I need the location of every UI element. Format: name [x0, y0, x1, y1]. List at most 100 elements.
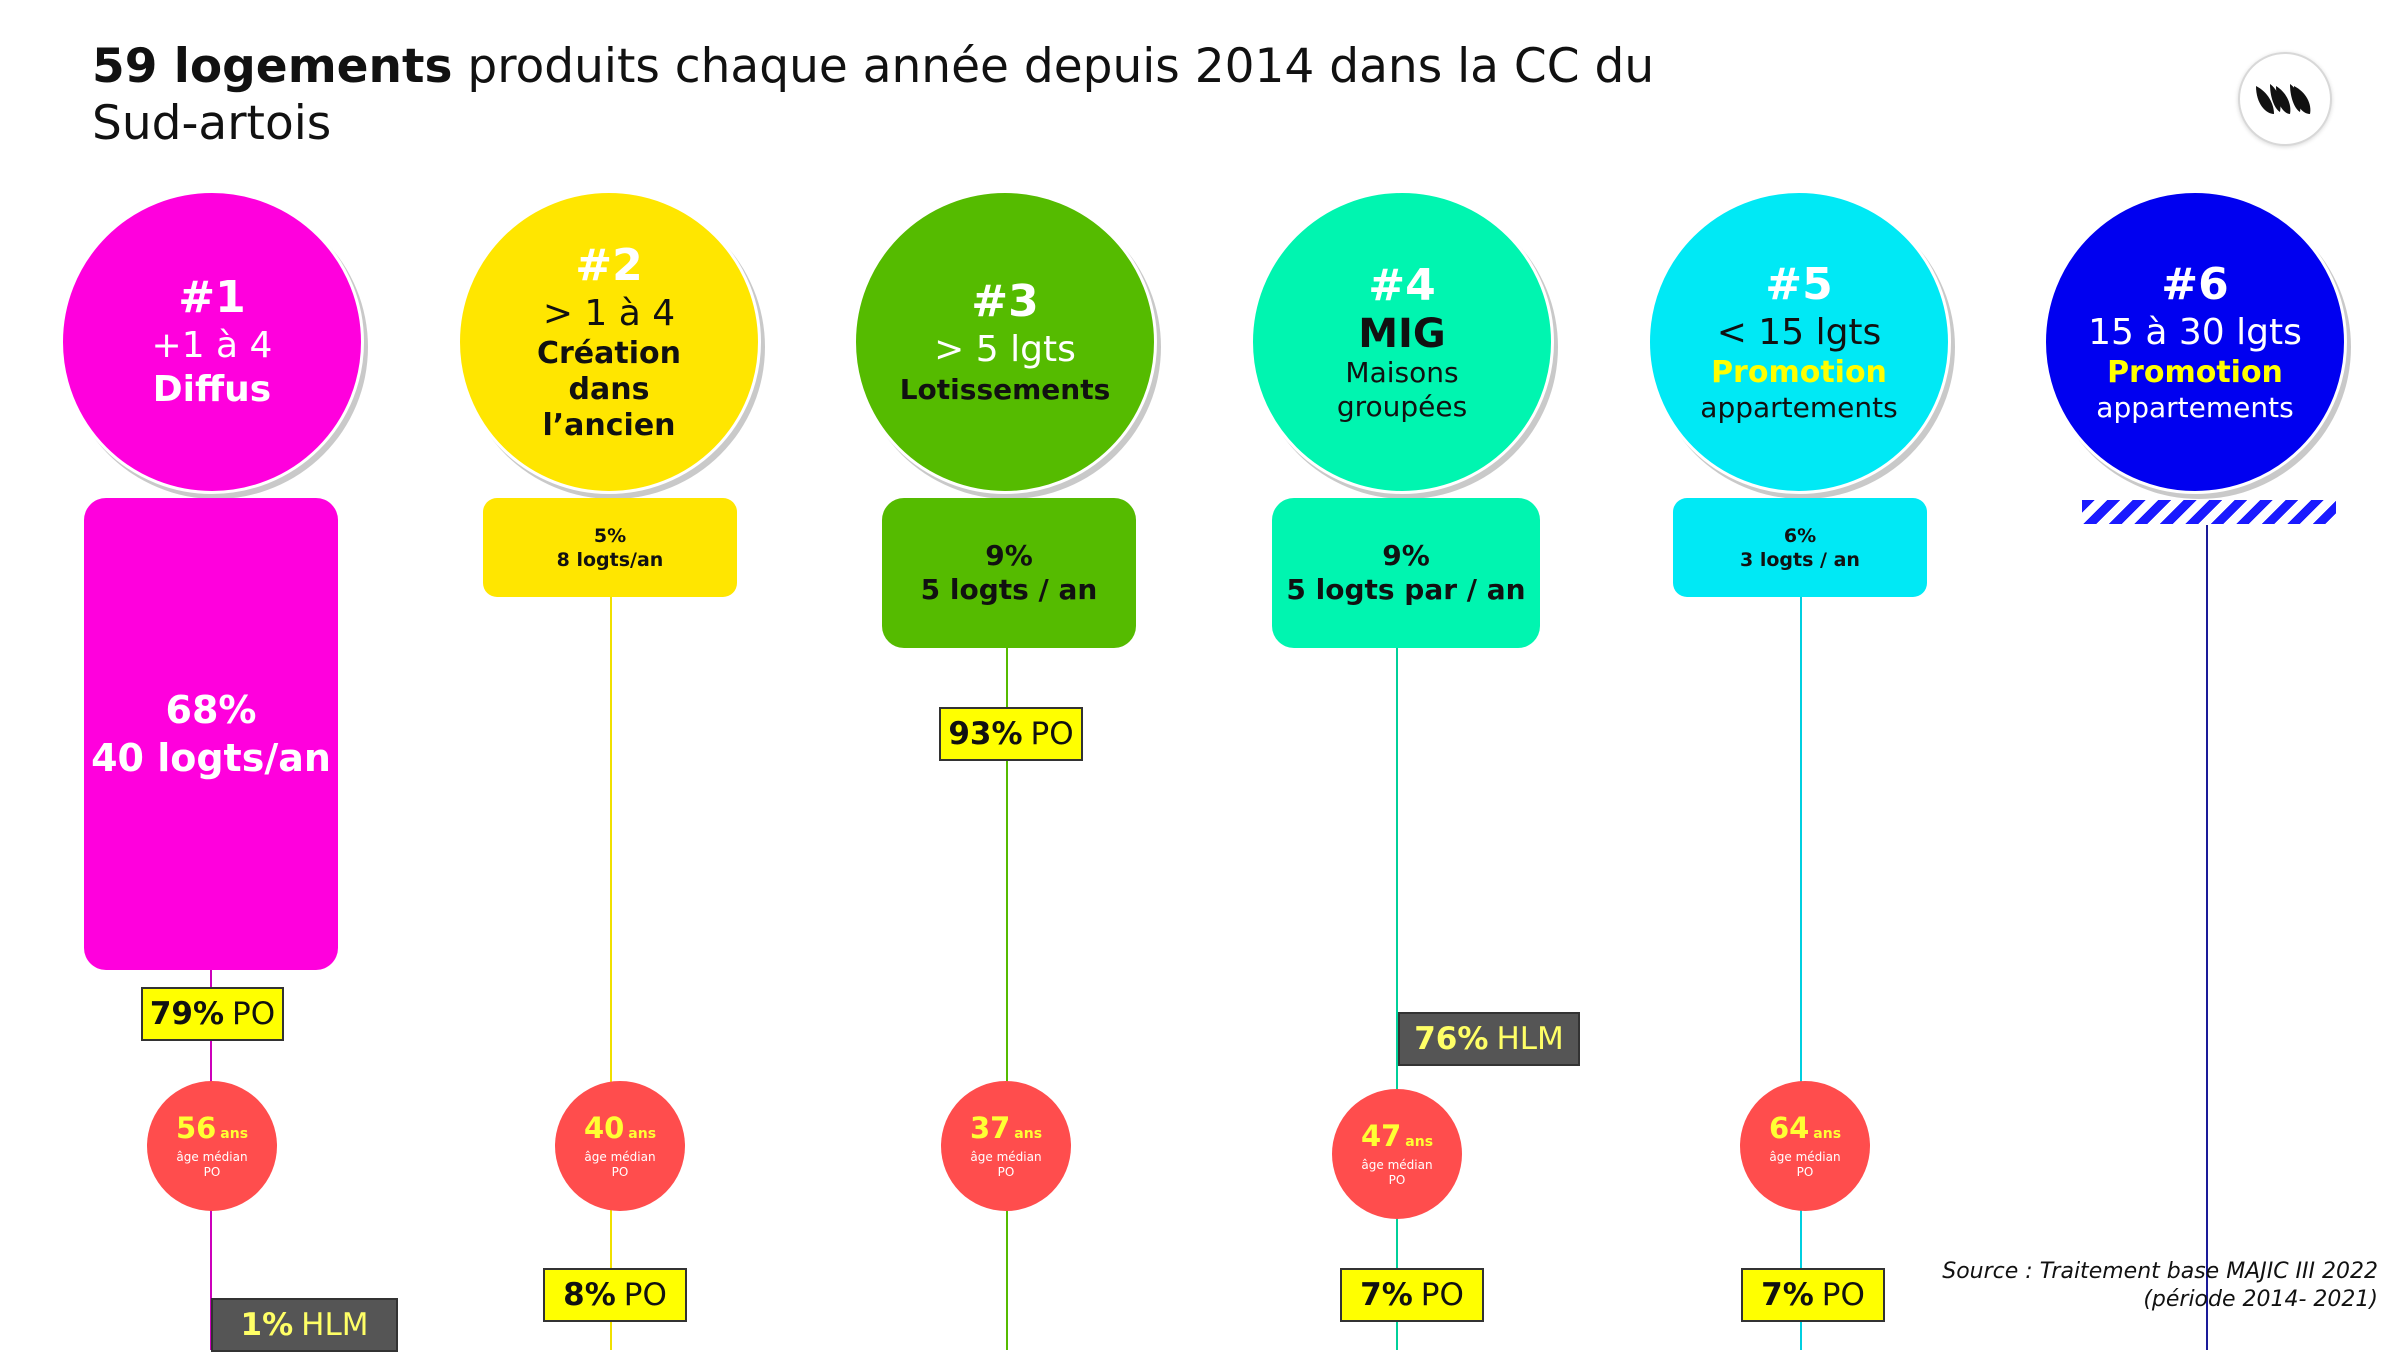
category-1-age-circle: 56 ans âge médian PO [147, 1081, 277, 1211]
category-5-po-pct: 7% [1761, 1277, 1814, 1313]
title-rest: produits chaque année depuis 2014 dans l… [92, 39, 1655, 151]
category-5-circle: #5 < 15 lgts Promotion appartements [1647, 190, 1951, 494]
source-line-2: (période 2014- 2021) [2143, 1287, 2378, 1312]
category-2-age-circle: 40 ans âge médian PO [555, 1081, 685, 1211]
title-bold: 59 logements [92, 39, 453, 94]
category-3-range: > 5 lgts [934, 329, 1076, 370]
category-2-age-unit: ans [628, 1126, 657, 1142]
category-3-age-desc: âge médian [970, 1150, 1042, 1164]
category-2-age-desc: âge médian [584, 1150, 656, 1164]
category-2-circle: #2 > 1 à 4 Création dans l’ancien [457, 190, 761, 494]
logo-mark [2256, 84, 2311, 114]
category-3-age-circle: 37 ans âge médian PO [941, 1081, 1071, 1211]
category-1-range: +1 à 4 [151, 325, 273, 366]
connector-line-2 [610, 590, 612, 1350]
category-3-share-pct: 9% [985, 539, 1033, 572]
category-4-age-unit: ans [1405, 1134, 1434, 1150]
category-2-po-pct: 8% [563, 1277, 616, 1313]
category-5-age-unit: ans [1813, 1126, 1842, 1142]
category-1-share-line: 40 logts/an [91, 736, 331, 780]
category-3-po-pct: 93% [948, 716, 1023, 752]
leaves-logo-icon [2238, 52, 2332, 146]
category-5-share-line: 3 logts / an [1740, 548, 1860, 571]
category-3-circle: #3 > 5 lgts Lotissements [853, 190, 1157, 494]
category-3-share-box: 9% 5 logts / an [882, 498, 1136, 648]
connector-line-6 [2206, 525, 2208, 1350]
category-5-age-circle: 64 ans âge médian PO [1740, 1081, 1870, 1211]
category-5-po-label: PO [1821, 1277, 1865, 1313]
category-1-hlm-label: HLM [301, 1307, 369, 1343]
category-6-hatched-bar [2082, 500, 2336, 524]
category-3-age-desc2: PO [997, 1165, 1015, 1179]
category-1-po-label: PO [232, 996, 276, 1032]
category-1-hlm-pct: 1% [240, 1307, 294, 1343]
connector-line-4 [1396, 645, 1398, 1350]
category-6-subtype: appartements [2096, 391, 2294, 424]
category-6-type: Promotion [2107, 355, 2283, 390]
category-6-range: 15 à 30 lgts [2088, 312, 2302, 353]
category-4-number: #4 [1368, 260, 1436, 311]
category-3-age-unit: ans [1014, 1126, 1043, 1142]
category-1-age-desc: âge médian [176, 1150, 248, 1164]
category-1-po-tag: 79% PO [141, 987, 284, 1041]
category-4-age-circle: 47 ans âge médian PO [1332, 1089, 1462, 1219]
category-2-age-desc2: PO [611, 1165, 629, 1179]
connector-line-5 [1800, 590, 1802, 1350]
category-2-share-box: 5% 8 logts/an [483, 498, 737, 597]
category-4-type: Maisons groupées [1336, 356, 1468, 423]
category-4-range: MIG [1358, 311, 1446, 357]
category-1-age-value: 56 [175, 1111, 217, 1145]
category-3-share-line: 5 logts / an [920, 573, 1098, 606]
category-4-hlm-label: HLM [1496, 1021, 1564, 1057]
category-5-number: #5 [1765, 259, 1833, 310]
category-6-number: #6 [2161, 259, 2229, 310]
category-1-po-pct: 79% [149, 996, 225, 1032]
category-1-age-desc2: PO [203, 1165, 221, 1179]
category-1-type: Diffus [152, 369, 272, 410]
category-5-share-box: 6% 3 logts / an [1673, 498, 1927, 597]
category-4-po-pct: 7% [1360, 1277, 1413, 1313]
category-2-age-value: 40 [583, 1111, 625, 1145]
category-2-share-pct: 5% [593, 524, 627, 547]
category-3-po-tag: 93% PO [939, 707, 1083, 761]
category-3-number: #3 [971, 276, 1039, 327]
category-2-number: #2 [575, 240, 643, 291]
page-title: 59 logements produits chaque année depui… [92, 38, 1692, 152]
category-4-share-line: 5 logts par / an [1286, 573, 1526, 606]
category-2-range: > 1 à 4 [542, 293, 676, 334]
source-note: Source : Traitement base MAJIC III 2022 … [1942, 1258, 2378, 1314]
category-5-age-desc2: PO [1796, 1165, 1814, 1179]
category-2-po-tag: 8% PO [543, 1268, 687, 1322]
category-4-share-box: 9% 5 logts par / an [1272, 498, 1540, 648]
category-4-age-desc: âge médian [1361, 1158, 1433, 1172]
category-3-po-label: PO [1030, 716, 1074, 752]
category-2-share-line: 8 logts/an [556, 548, 664, 571]
connector-line-3 [1006, 645, 1008, 1350]
category-5-age-desc: âge médian [1769, 1150, 1841, 1164]
category-1-circle: #1 +1 à 4 Diffus [60, 190, 364, 494]
category-4-hlm-pct: 76% [1414, 1021, 1489, 1057]
category-1-hlm-tag: 1% HLM [211, 1298, 398, 1352]
category-4-hlm-tag: 76% HLM [1398, 1012, 1580, 1066]
category-5-po-tag: 7% PO [1741, 1268, 1885, 1322]
category-3-type: Lotissements [899, 373, 1111, 406]
category-5-age-value: 64 [1768, 1111, 1810, 1145]
category-1-share-box: 68% 40 logts/an [84, 498, 338, 970]
category-6-circle: #6 15 à 30 lgts Promotion appartements [2043, 190, 2347, 494]
category-5-range: < 15 lgts [1716, 312, 1882, 353]
category-4-po-tag: 7% PO [1340, 1268, 1484, 1322]
category-1-share-pct: 68% [165, 688, 257, 732]
category-4-po-label: PO [1420, 1277, 1464, 1313]
source-line-1: Source : Traitement base MAJIC III 2022 [1942, 1259, 2378, 1284]
category-4-age-desc2: PO [1388, 1173, 1406, 1187]
category-1-number: #1 [178, 272, 246, 323]
category-5-share-pct: 6% [1783, 524, 1817, 547]
category-4-age-value: 47 [1360, 1119, 1402, 1153]
category-2-type: Création dans l’ancien [537, 336, 681, 443]
category-4-share-pct: 9% [1382, 539, 1430, 572]
category-3-age-value: 37 [969, 1111, 1011, 1145]
category-5-subtype: appartements [1700, 391, 1898, 424]
category-4-circle: #4 MIG Maisons groupées [1250, 190, 1554, 494]
category-5-type: Promotion [1711, 355, 1887, 390]
category-2-po-label: PO [623, 1277, 667, 1313]
